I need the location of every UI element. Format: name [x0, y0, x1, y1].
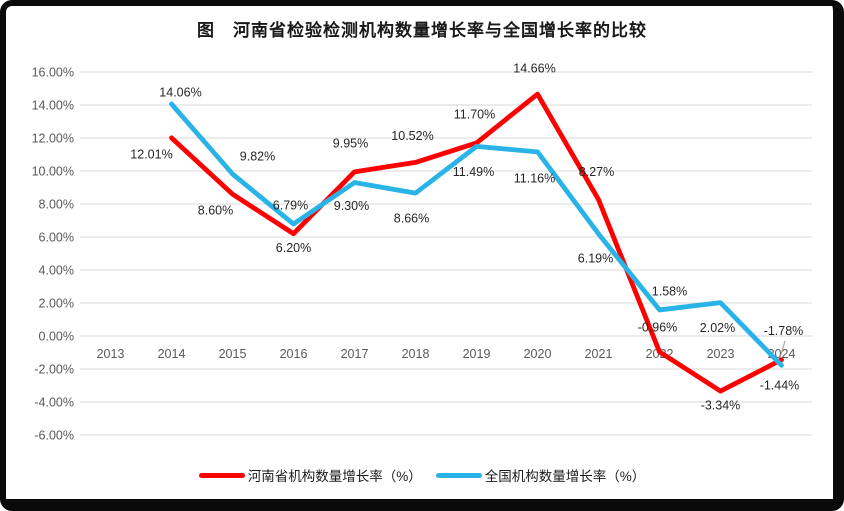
y-tick-label: 10.00% — [32, 165, 74, 179]
y-tick-label: 0.00% — [39, 330, 74, 344]
data-label: 8.60% — [198, 204, 233, 218]
data-label: 6.79% — [273, 198, 308, 212]
data-label: 6.19% — [578, 251, 613, 265]
data-label: 11.16% — [514, 171, 555, 185]
y-tick-label: 16.00% — [32, 66, 74, 80]
legend-label-national: 全国机构数量增长率（%） — [484, 469, 646, 484]
x-tick-label: 2021 — [585, 347, 613, 361]
legend-label-henan: 河南省机构数量增长率（%） — [247, 469, 422, 484]
data-label: 6.20% — [276, 241, 311, 255]
x-tick-label: 2019 — [463, 347, 491, 361]
chart-title: 图 河南省检验检测机构数量增长率与全国增长率的比较 — [197, 21, 647, 40]
data-label: 8.27% — [579, 165, 614, 179]
y-tick-label: -4.00% — [34, 396, 74, 410]
x-tick-label: 2014 — [158, 347, 186, 361]
data-label: 2.02% — [700, 321, 735, 335]
label-leader-line — [778, 340, 786, 362]
y-tick-label: -2.00% — [34, 363, 74, 377]
x-tick-label: 2016 — [280, 347, 308, 361]
x-tick-label: 2023 — [707, 347, 735, 361]
y-tick-label: 14.00% — [32, 99, 74, 113]
data-label: -1.78% — [764, 324, 804, 338]
x-tick-label: 2020 — [524, 347, 552, 361]
y-tick-label: 12.00% — [32, 132, 74, 146]
data-label: 10.52% — [391, 129, 433, 143]
y-tick-label: 4.00% — [39, 264, 74, 278]
henan-series-line-icon — [198, 472, 245, 478]
data-label: 14.66% — [513, 62, 555, 76]
data-label: 9.95% — [333, 136, 368, 150]
y-tick-label: 6.00% — [39, 231, 74, 245]
data-label: 11.70% — [454, 107, 495, 121]
x-tick-label: 2013 — [97, 347, 125, 361]
national-series-line-icon — [435, 472, 482, 478]
legend-item-henan: 河南省机构数量增长率（%） — [198, 465, 422, 485]
data-label: 1.58% — [652, 284, 687, 298]
chart-legend: 河南省机构数量增长率（%） 全国机构数量增长率（%） — [0, 465, 844, 485]
data-label: -1.44% — [760, 378, 800, 392]
data-label: -3.34% — [701, 399, 741, 413]
y-tick-label: 2.00% — [39, 297, 74, 311]
x-tick-label: 2018 — [402, 347, 430, 361]
y-tick-label: 8.00% — [39, 198, 74, 212]
data-label: 8.66% — [394, 212, 429, 226]
y-tick-label: -6.00% — [34, 429, 74, 443]
data-label: 9.30% — [334, 199, 369, 213]
data-label: 12.01% — [130, 147, 172, 161]
data-label: 9.82% — [240, 149, 275, 163]
series-line — [169, 91, 784, 394]
data-label: 14.06% — [159, 86, 201, 100]
x-tick-label: 2015 — [219, 347, 247, 361]
series-line — [169, 101, 784, 368]
legend-item-national: 全国机构数量增长率（%） — [435, 465, 646, 485]
data-label: 11.49% — [453, 165, 494, 179]
x-tick-label: 2017 — [341, 347, 369, 361]
data-label: -0.96% — [638, 320, 678, 334]
